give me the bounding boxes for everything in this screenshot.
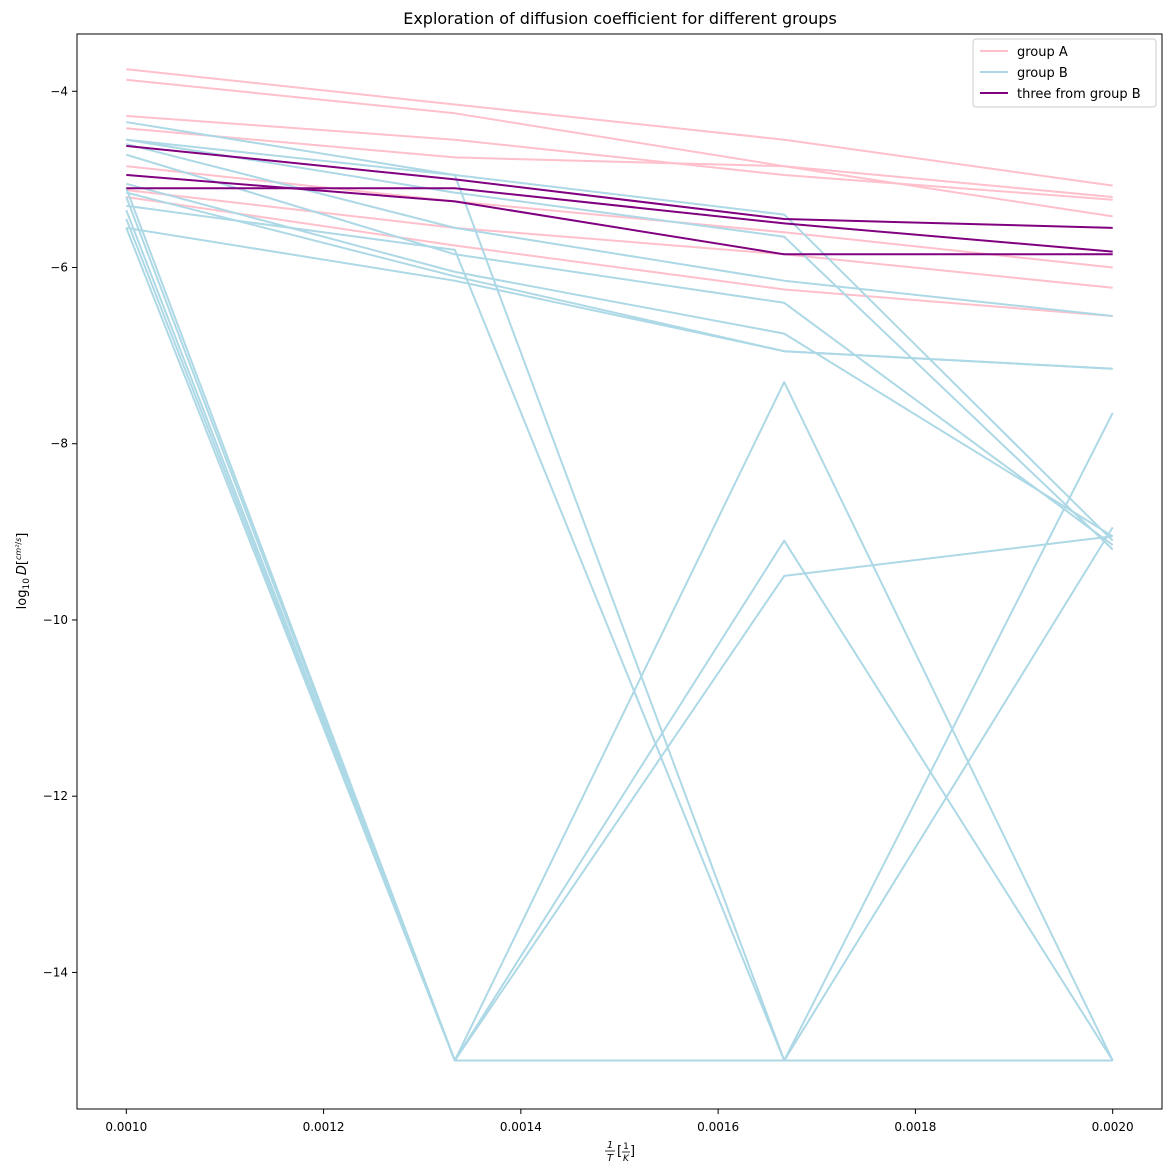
- x-tick-label: 0.0014: [500, 1120, 542, 1134]
- chart-title: Exploration of diffusion coefficient for…: [403, 9, 837, 28]
- series-line-7: [126, 121, 1114, 542]
- series-line-9: [126, 143, 1113, 317]
- y-label-unit-num: cm²: [14, 544, 23, 560]
- legend-label-three-b: three from group B: [1017, 87, 1141, 102]
- series-line-10: [126, 153, 1114, 546]
- x-label-unit-den: K: [623, 1154, 630, 1164]
- x-label-num: 1: [607, 1140, 613, 1151]
- series-line-16: [125, 209, 1114, 1062]
- y-label-sub: 10: [22, 578, 32, 590]
- series-layer: [125, 68, 1114, 1062]
- series-line-5: [126, 189, 1113, 289]
- series-line-15: [125, 196, 1114, 1062]
- series-line-18: [125, 227, 1114, 1062]
- x-tick-label: 0.0010: [105, 1120, 147, 1134]
- series-line-13: [126, 226, 1113, 370]
- series-line-8: [126, 138, 1114, 551]
- y-label-unit-den: s: [14, 538, 23, 542]
- y-tick-label: −12: [43, 789, 68, 803]
- y-tick-label: −4: [50, 84, 68, 98]
- series-line-4: [126, 165, 1113, 269]
- y-label-log: log: [15, 590, 30, 610]
- y-axis: −14 −12 −10 −8 −6 −4: [43, 84, 77, 979]
- x-label-bracket-close: ]: [630, 1144, 635, 1159]
- series-line-0: [126, 68, 1113, 187]
- x-tick-label: 0.0012: [303, 1120, 345, 1134]
- legend-label-group-a: group A: [1017, 45, 1068, 60]
- y-tick-label: −10: [43, 613, 68, 627]
- svg-text:log10D[cm²/s]: log10D[cm²/s]: [14, 533, 32, 610]
- x-label-unit-num: 1: [623, 1142, 629, 1152]
- y-tick-label: −14: [43, 965, 68, 979]
- y-tick-label: −6: [50, 261, 68, 275]
- series-line-17: [125, 218, 1113, 1062]
- series-line-6: [126, 196, 1113, 317]
- x-axis-label: 1 T [ 1 K ]: [605, 1140, 635, 1164]
- plot-frame: [76, 33, 1163, 1110]
- series-line-23: [126, 187, 1113, 253]
- legend-label-group-b: group B: [1017, 66, 1068, 81]
- x-tick-label: 0.0018: [894, 1120, 936, 1134]
- legend: group A group B three from group B: [972, 38, 1157, 108]
- x-tick-label: 0.0020: [1092, 1120, 1134, 1134]
- x-tick-label: 0.0016: [697, 1120, 739, 1134]
- plot-area: [77, 34, 1162, 1109]
- series-line-20: [126, 204, 1113, 1062]
- x-label-bracket-open: [: [617, 1144, 622, 1159]
- y-axis-label: log10D[cm²/s]: [14, 533, 32, 610]
- x-label-den: T: [607, 1153, 614, 1164]
- series-line-2: [126, 114, 1113, 201]
- series-line-1: [126, 78, 1113, 198]
- series-line-3: [126, 127, 1113, 218]
- x-axis: 0.0010 0.0012 0.0014 0.0016 0.0018 0.0020: [105, 1109, 1134, 1134]
- legend-box: [972, 38, 1157, 108]
- y-tick-label: −8: [50, 437, 68, 451]
- series-line-21: [126, 144, 1113, 229]
- y-label-var: D: [15, 565, 30, 575]
